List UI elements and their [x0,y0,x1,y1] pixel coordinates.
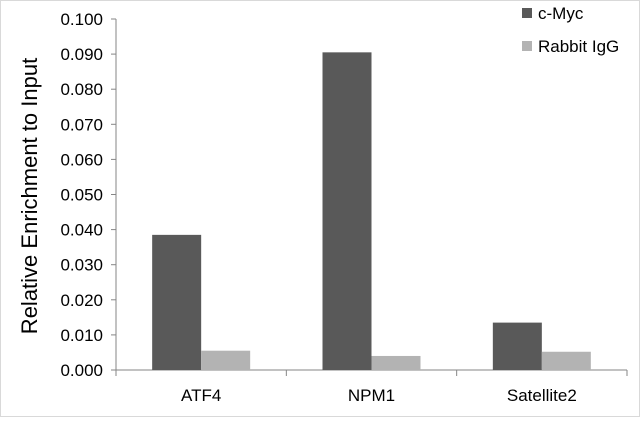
bar-rabbit-igg [201,351,250,370]
y-tick-label: 0.090 [60,45,103,64]
x-axis: ATF4 NPM1 Satellite2 [116,370,627,405]
legend-label: c-Myc [538,4,584,23]
y-tick-label: 0.050 [60,186,103,205]
legend: c-Myc Rabbit IgG [522,4,619,56]
legend-label: Rabbit IgG [538,37,619,56]
bar-c-myc [493,323,542,370]
x-tick-label: NPM1 [348,386,395,405]
y-tick-label: 0.030 [60,256,103,275]
bar-c-myc [323,52,372,370]
y-tick-label: 0.020 [60,291,103,310]
y-tick-label: 0.040 [60,221,103,240]
y-axis: 0.000 0.010 0.020 0.030 0.040 0.050 0.060 0.070… [60,10,116,380]
bars [152,52,591,370]
x-tick-label: Satellite2 [507,386,577,405]
y-tick-label: 0.080 [60,80,103,99]
y-axis-title: Relative Enrichment to Input [17,58,42,334]
bar-rabbit-igg [542,352,591,370]
y-tick-label: 0.010 [60,326,103,345]
y-tick-label: 0.000 [60,361,103,380]
legend-swatch [522,41,532,51]
legend-swatch [522,8,532,18]
y-tick-label: 0.100 [60,10,103,29]
bar-rabbit-igg [372,356,421,370]
y-tick-label: 0.060 [60,150,103,169]
y-tick-label: 0.070 [60,115,103,134]
bar-c-myc [152,235,201,370]
x-tick-label: ATF4 [181,386,221,405]
